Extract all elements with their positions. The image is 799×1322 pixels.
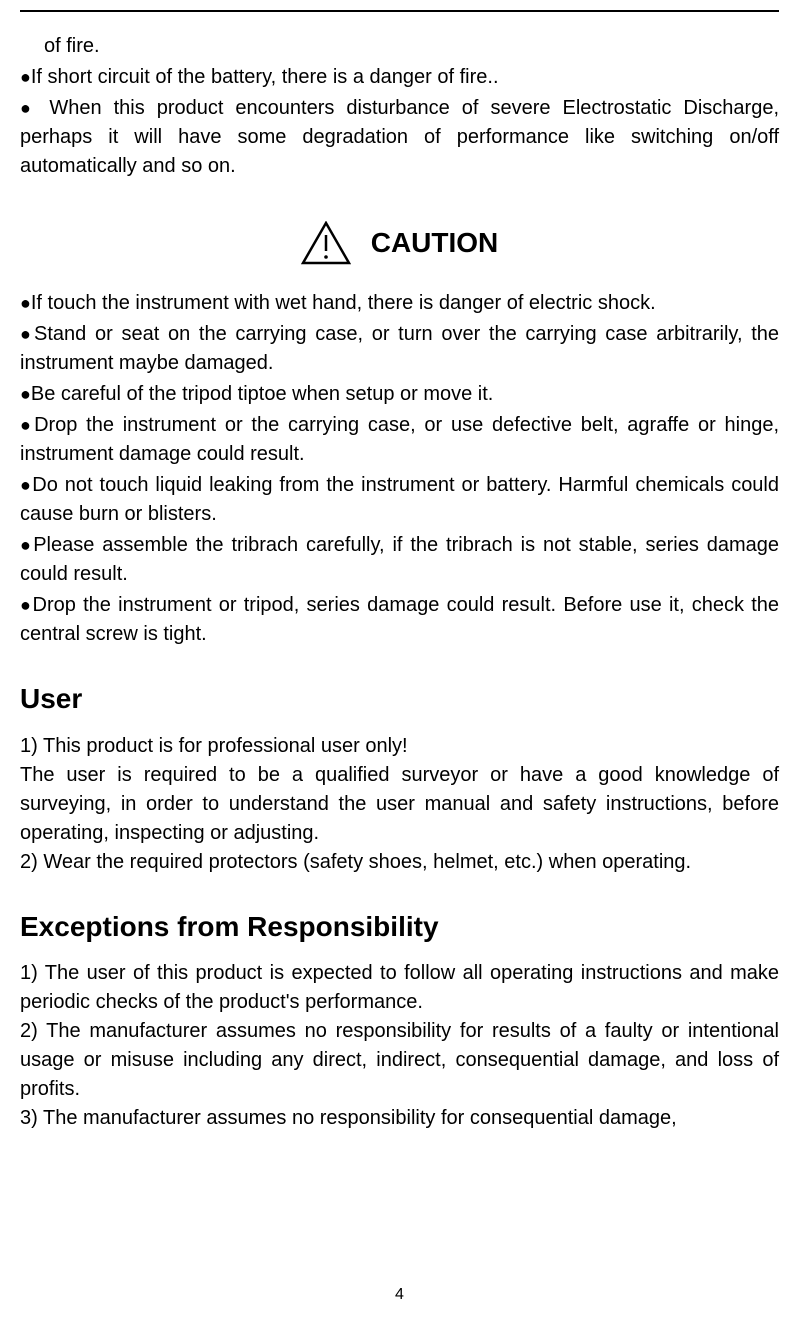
caution-item: ●Please assemble the tribrach carefully,…	[20, 531, 779, 589]
caution-text: Drop the instrument or the carrying case…	[20, 414, 779, 465]
bullet-icon: ●	[20, 595, 33, 615]
user-p2: The user is required to be a qualified s…	[20, 761, 779, 848]
page-content: of fire. ●If short circuit of the batter…	[0, 12, 799, 1133]
bullet-icon: ●	[20, 98, 37, 118]
warning-item: ●If short circuit of the battery, there …	[20, 63, 779, 92]
user-p1: 1) This product is for professional user…	[20, 732, 779, 761]
caution-text: Please assemble the tribrach carefully, …	[20, 534, 779, 585]
bullet-icon: ●	[20, 535, 33, 555]
bullet-icon: ●	[20, 415, 34, 435]
caution-item: ●Drop the instrument or tripod, series d…	[20, 591, 779, 649]
page-number: 4	[0, 1286, 799, 1304]
bullet-icon: ●	[20, 475, 32, 495]
bullet-icon: ●	[20, 324, 34, 344]
caution-label: CAUTION	[371, 223, 499, 264]
bullet-icon: ●	[20, 67, 31, 87]
exceptions-p3: 3) The manufacturer assumes no responsib…	[20, 1104, 779, 1133]
caution-list: ●If touch the instrument with wet hand, …	[20, 289, 779, 649]
caution-text: Do not touch liquid leaking from the ins…	[20, 474, 779, 525]
exceptions-p1: 1) The user of this product is expected …	[20, 959, 779, 1017]
exceptions-heading: Exceptions from Responsibility	[20, 907, 779, 948]
caution-text: Be careful of the tripod tiptoe when set…	[31, 383, 493, 405]
bullet-icon: ●	[20, 293, 31, 313]
warning-text: When this product encounters disturbance…	[20, 97, 779, 177]
caution-item: ●Do not touch liquid leaking from the in…	[20, 471, 779, 529]
warning-triangle-icon	[301, 221, 351, 265]
caution-text: Stand or seat on the carrying case, or t…	[20, 323, 779, 374]
caution-text: If touch the instrument with wet hand, t…	[31, 292, 656, 314]
warning-item: ● When this product encounters disturban…	[20, 94, 779, 181]
warning-text: If short circuit of the battery, there i…	[31, 66, 499, 88]
warning-fragment: of fire.	[20, 32, 779, 61]
caution-text: Drop the instrument or tripod, series da…	[20, 594, 779, 645]
caution-item: ●Be careful of the tripod tiptoe when se…	[20, 380, 779, 409]
bullet-icon: ●	[20, 384, 31, 404]
caution-header: CAUTION	[20, 221, 779, 265]
caution-item: ●Drop the instrument or the carrying cas…	[20, 411, 779, 469]
warning-list: of fire. ●If short circuit of the batter…	[20, 32, 779, 181]
user-heading: User	[20, 679, 779, 720]
user-p3: 2) Wear the required protectors (safety …	[20, 848, 779, 877]
caution-item: ●If touch the instrument with wet hand, …	[20, 289, 779, 318]
caution-item: ●Stand or seat on the carrying case, or …	[20, 320, 779, 378]
exceptions-p2: 2) The manufacturer assumes no responsib…	[20, 1017, 779, 1104]
